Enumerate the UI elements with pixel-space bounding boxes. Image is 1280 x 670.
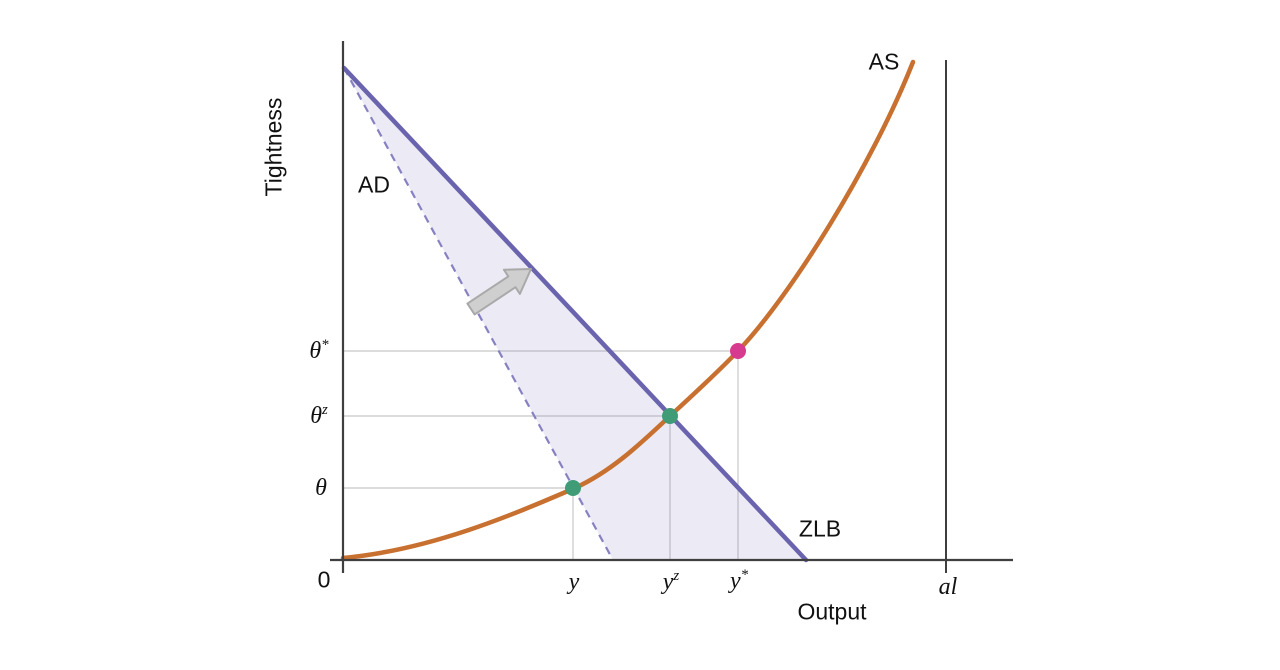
y-tick-theta-star: θ* bbox=[309, 337, 329, 364]
tick-sup: * bbox=[321, 337, 329, 353]
ad-curve-label: AD bbox=[358, 171, 390, 198]
as-curve-label: AS bbox=[868, 48, 900, 75]
tick-sup: z bbox=[673, 568, 680, 584]
equilibrium-dot-initial bbox=[565, 480, 581, 496]
y-axis-title: Tightness bbox=[260, 97, 287, 197]
guide-lines bbox=[343, 350, 739, 560]
tick-base: θ bbox=[315, 475, 327, 501]
tick-base: y bbox=[729, 568, 741, 594]
x-tick-al: al bbox=[939, 575, 958, 599]
origin-label: 0 bbox=[317, 566, 331, 593]
tick-sup: * bbox=[740, 567, 749, 583]
ad-curve-dashed bbox=[343, 67, 614, 561]
tick-base: y bbox=[568, 569, 580, 595]
y-tick-theta-z: θz bbox=[310, 402, 328, 429]
tick-base: θ bbox=[309, 338, 322, 364]
equilibrium-dots bbox=[565, 343, 746, 496]
efficient-point-dot bbox=[730, 343, 746, 359]
equilibrium-dot-zlb bbox=[662, 408, 678, 424]
x-tick-y: y bbox=[569, 570, 580, 594]
shift-arrow bbox=[466, 268, 532, 316]
x-tick-y-z: yz bbox=[662, 568, 680, 595]
tick-sup: z bbox=[322, 402, 328, 418]
tick-base: al bbox=[938, 574, 958, 600]
ad-curve-solid bbox=[341, 65, 809, 563]
tick-base: θ bbox=[310, 403, 322, 429]
x-axis-title: Output bbox=[797, 598, 867, 625]
y-tick-theta: θ bbox=[315, 476, 327, 500]
zlb-curve-label: ZLB bbox=[798, 515, 842, 542]
x-tick-y-star: y* bbox=[729, 567, 749, 594]
tick-base: y bbox=[662, 569, 674, 595]
